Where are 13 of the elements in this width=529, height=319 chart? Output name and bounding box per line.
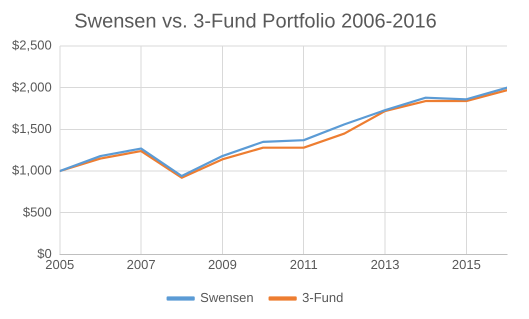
- x-tick-label: 2009: [208, 256, 237, 272]
- y-tick-label: $500: [22, 204, 52, 220]
- x-tick-label: 2013: [370, 256, 400, 272]
- chart-title: Swensen vs. 3-Fund Portfolio 2006-2016: [74, 10, 437, 33]
- legend-label: Swensen: [200, 290, 254, 306]
- y-tick-label: $1,000: [12, 162, 52, 178]
- y-tick-label: $1,500: [12, 120, 52, 136]
- legend-label: 3-Fund: [302, 290, 344, 306]
- x-tick-label: 2015: [452, 256, 481, 272]
- y-tick-label: $2,000: [12, 79, 52, 94]
- x-tick-label: 2007: [126, 256, 156, 272]
- x-tick-label: 2011: [290, 256, 318, 272]
- y-tick-label: $2,500: [12, 38, 52, 53]
